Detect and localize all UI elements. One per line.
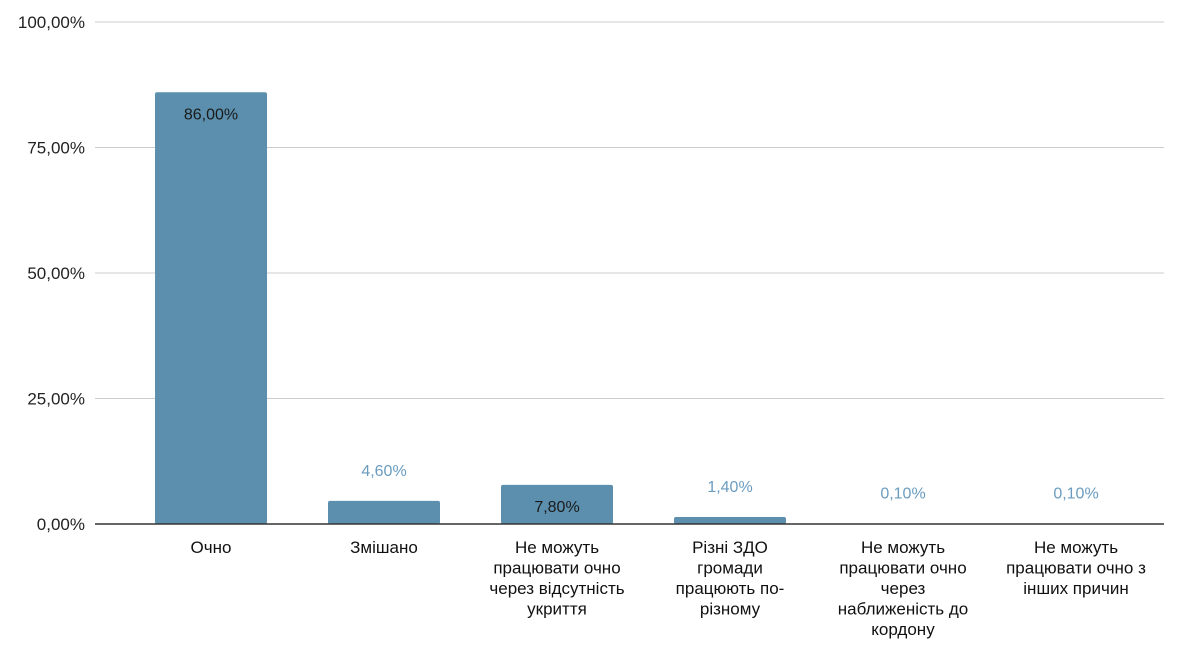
data-label: 7,80% <box>534 499 579 516</box>
x-tick-label-line: різному <box>700 600 761 619</box>
x-tick-label-line: працювати очно <box>493 559 620 578</box>
y-tick-label: 75,00% <box>27 139 85 158</box>
x-tick-label: Різні ЗДО громади працюють по-різному <box>676 538 785 619</box>
x-tick-label-line: кордону <box>871 620 935 639</box>
x-tick-label-line: Очно <box>191 538 232 557</box>
data-label: 0,10% <box>880 485 925 502</box>
data-label: 1,40% <box>707 479 752 496</box>
x-tick-label-line: Не можуть <box>515 538 599 557</box>
bar[interactable] <box>501 484 613 524</box>
x-tick-label: Змішано <box>350 538 418 557</box>
x-tick-label-line: наближеність до <box>838 600 968 619</box>
bar[interactable] <box>328 500 440 524</box>
x-tick-label: Очно <box>191 538 232 557</box>
y-tick-label: 25,00% <box>27 390 85 409</box>
bar[interactable] <box>155 92 267 524</box>
x-tick-label-line: Не можуть <box>1034 538 1118 557</box>
x-tick-label-line: укриття <box>527 600 587 619</box>
x-tick-label-line: Змішано <box>350 538 418 557</box>
x-tick-label-line: працювати очно з <box>1006 559 1146 578</box>
y-tick-label: 100,00% <box>18 13 85 32</box>
x-tick-label: Не можуть працювати очно через наближеність… <box>838 538 968 639</box>
y-tick-label: 0,00% <box>37 515 85 534</box>
data-label: 4,60% <box>361 463 406 480</box>
data-label: 0,10% <box>1053 485 1098 502</box>
x-tick-label: Не можуть працювати очно з інших причин <box>1006 538 1146 598</box>
bar[interactable] <box>674 516 786 524</box>
data-label: 86,00% <box>184 106 238 123</box>
x-tick-label-line: через <box>881 579 926 598</box>
y-tick-label: 50,00% <box>27 264 85 283</box>
x-tick-label-line: через відсутність <box>489 579 624 598</box>
x-tick-label-line: Не можуть <box>861 538 945 557</box>
x-tick-label-line: працюють по- <box>676 579 785 598</box>
x-tick-label-line: працювати очно <box>839 559 966 578</box>
x-tick-label: Не можуть працювати очно через відсутність… <box>489 538 624 619</box>
x-tick-label-line: інших причин <box>1023 579 1128 598</box>
x-tick-label-line: громади <box>697 559 763 578</box>
x-tick-label-line: Різні ЗДО <box>692 538 768 557</box>
